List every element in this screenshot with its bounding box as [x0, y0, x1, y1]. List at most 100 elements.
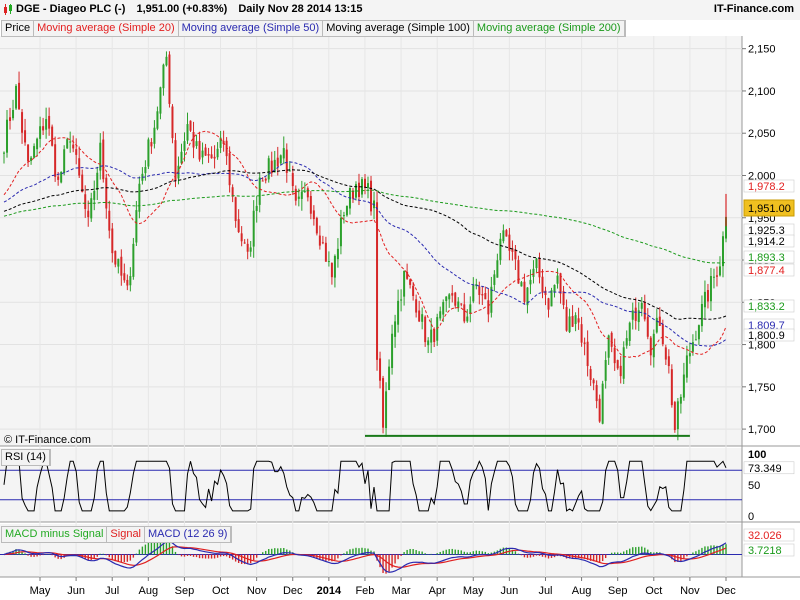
candle-body — [219, 137, 222, 148]
candle-body — [529, 279, 532, 285]
candle-body — [306, 188, 309, 198]
candle-body — [418, 310, 421, 322]
candle-body — [18, 82, 21, 110]
candle-body — [622, 347, 625, 379]
candle-body — [493, 274, 496, 285]
legend-sma50[interactable]: Moving average (Simple 50) — [179, 21, 324, 36]
candle-body — [84, 194, 87, 210]
legend-sma100[interactable]: Moving average (Simple 100) — [323, 21, 474, 36]
candle-body — [357, 182, 360, 197]
candle-body — [39, 126, 42, 139]
candle-body — [6, 119, 9, 153]
legend-rsi[interactable]: RSI (14) — [2, 450, 50, 465]
time-tick-label: Sep — [608, 585, 628, 597]
price-panel-bg — [0, 36, 742, 446]
candle-body — [204, 147, 207, 156]
value-label-bg — [743, 328, 795, 342]
candle-body — [162, 64, 165, 89]
candle-body — [216, 148, 219, 158]
candle-body — [48, 115, 51, 129]
candle-body — [318, 235, 321, 246]
candle-body — [478, 286, 481, 295]
candle-body — [451, 293, 454, 296]
candle-body — [159, 87, 162, 114]
candle-body — [526, 287, 529, 306]
candle-body — [120, 256, 123, 276]
time-tick-label: Aug — [139, 585, 159, 597]
candle-body — [33, 146, 36, 158]
period-label: Daily Nov 28 2014 13:15 — [238, 3, 363, 15]
time-tick-label: Dec — [716, 585, 736, 597]
candle-body — [168, 54, 171, 104]
candle-body — [391, 333, 394, 368]
candle-body — [177, 165, 180, 179]
chart-header: DGE - Diageo PLC (-) 1,951.00 (+0.83%) D… — [0, 0, 800, 20]
candle-body — [339, 217, 342, 247]
candle-body — [595, 385, 598, 402]
candle-body — [165, 56, 168, 66]
candle-body — [430, 329, 433, 343]
candle-body — [342, 215, 345, 217]
candle-body — [637, 310, 640, 323]
price-tick-label: 2,000 — [748, 170, 776, 182]
candle-body — [697, 325, 700, 340]
candle-body — [351, 190, 354, 199]
candle-body — [565, 307, 568, 331]
candle-body — [364, 178, 366, 188]
candle-body — [568, 316, 571, 333]
candle-body — [725, 216, 727, 239]
legend-sma200[interactable]: Moving average (Simple 200) — [474, 21, 625, 36]
candle-body — [655, 317, 658, 333]
candle-body — [448, 294, 451, 300]
candle-body — [517, 260, 520, 284]
candle-body — [427, 340, 430, 346]
candle-body — [249, 247, 252, 252]
candle-body — [333, 255, 336, 278]
legend-macd-signal[interactable]: Signal — [107, 527, 145, 542]
time-tick-label: Aug — [572, 585, 592, 597]
candle-body — [505, 230, 508, 237]
value-label: 1,833.2 — [748, 301, 785, 313]
candle-body — [541, 276, 544, 293]
candle-body — [658, 316, 661, 326]
candle-body — [81, 174, 84, 193]
candle-body — [246, 243, 249, 252]
candle-body — [409, 279, 412, 285]
candle-body — [327, 261, 330, 263]
rsi-tick-label: 100 — [748, 449, 766, 461]
candle-body — [174, 140, 177, 181]
candle-body — [336, 248, 339, 260]
candle-body — [36, 138, 39, 150]
candle-body — [601, 383, 604, 424]
value-label: 1,914.2 — [748, 236, 785, 248]
price-tick-label: 1,700 — [748, 424, 776, 436]
legend-macd-hist[interactable]: MACD minus Signal — [2, 527, 108, 542]
candle-body — [111, 228, 114, 254]
legend-price[interactable]: Price — [2, 21, 35, 36]
value-label: 1,978.2 — [748, 181, 785, 193]
candle-body — [42, 126, 45, 131]
time-tick-label: 2014 — [317, 585, 342, 597]
candle-body — [586, 341, 589, 367]
candle-body — [153, 127, 156, 144]
candle-body — [682, 374, 685, 398]
candle-body — [439, 311, 442, 319]
candle-body — [96, 172, 99, 190]
value-label-bg — [743, 263, 795, 277]
candle-body — [297, 196, 300, 199]
last-price-badge — [743, 199, 795, 217]
brand-label: IT-Finance.com — [713, 3, 794, 15]
indicator-legend: Price Moving average (Simple 20) Moving … — [1, 20, 626, 37]
rsi-legend: RSI (14) — [1, 449, 51, 466]
candle-body — [406, 271, 409, 279]
candle-body — [706, 290, 709, 302]
candle-body — [93, 190, 96, 200]
legend-macd-line[interactable]: MACD (12 26 9) — [145, 527, 232, 542]
candle-body — [183, 141, 186, 151]
candle-body — [484, 293, 487, 300]
sma50-line — [3, 161, 727, 347]
legend-sma20[interactable]: Moving average (Simple 20) — [34, 21, 179, 36]
macd-legend: MACD minus Signal Signal MACD (12 26 9) — [1, 526, 233, 543]
rsi-value-label: 73.349 — [748, 463, 782, 475]
candle-body — [652, 333, 655, 358]
